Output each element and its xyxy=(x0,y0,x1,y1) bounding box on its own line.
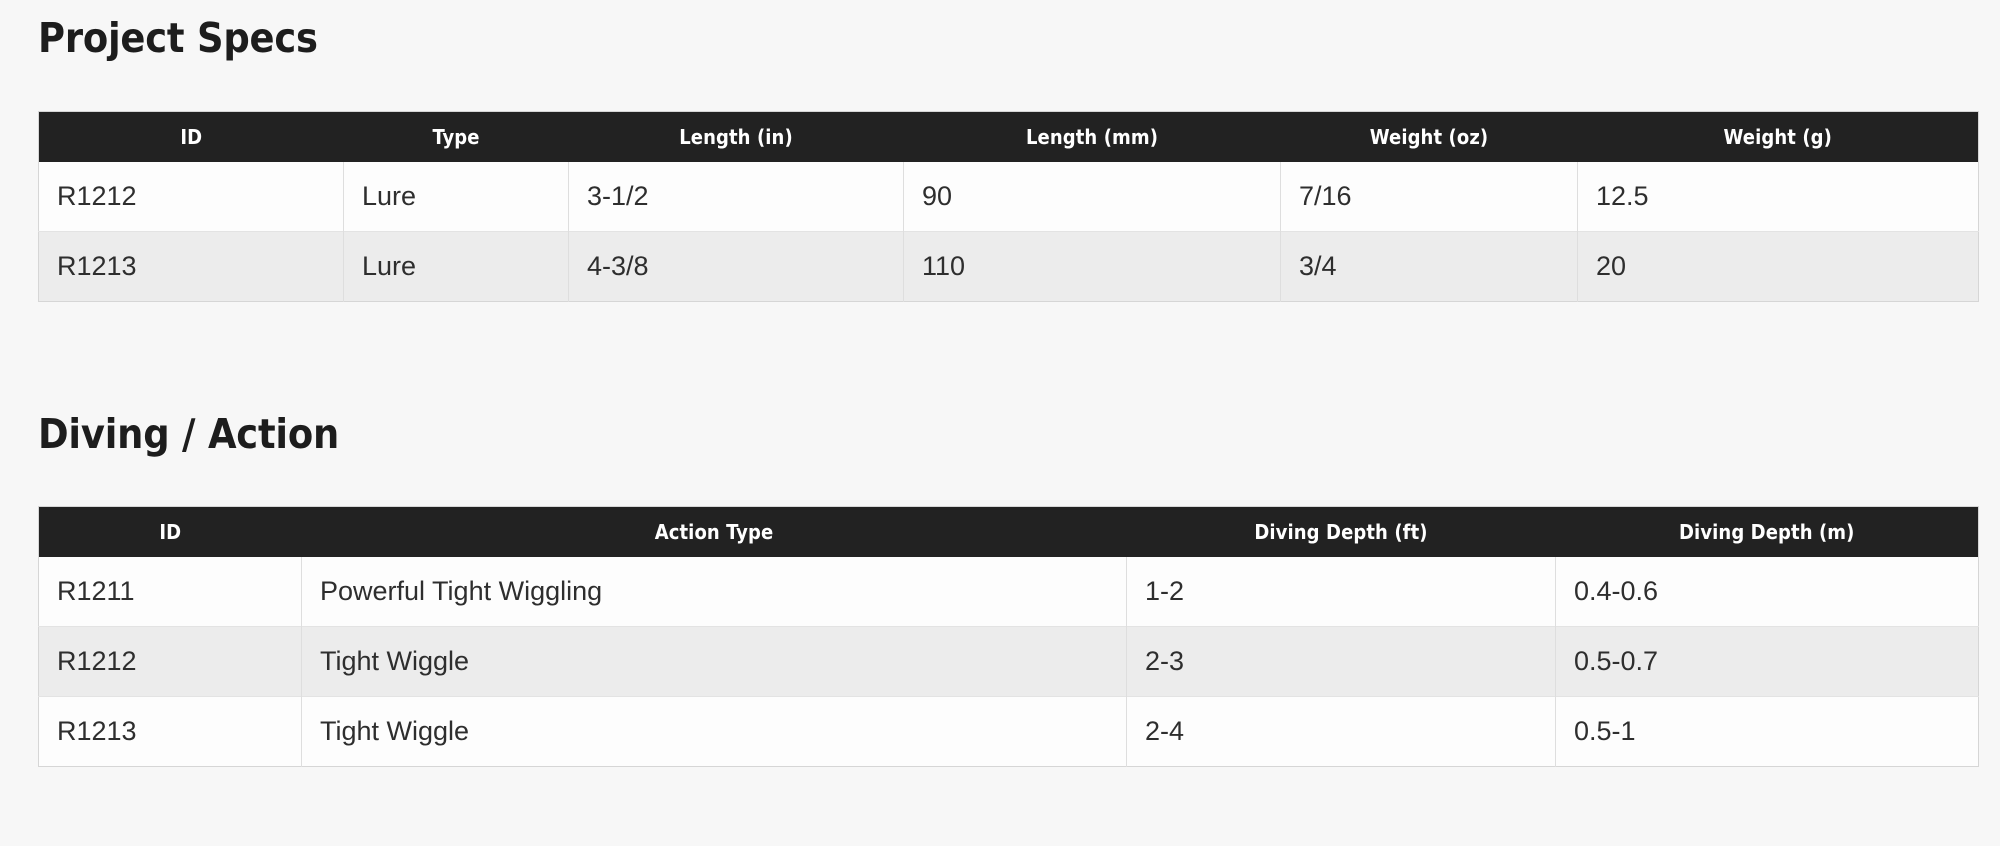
table-row: R1213 Lure 4-3/8 110 3/4 20 xyxy=(38,231,1979,302)
cell-depth-m: 0.5-1 xyxy=(1555,696,1979,767)
cell-depth-ft: 1-2 xyxy=(1126,557,1556,627)
cell-id: R1213 xyxy=(38,696,302,767)
table-row: R1212 Lure 3-1/2 90 7/16 12.5 xyxy=(38,162,1979,232)
table-body: R1212 Lure 3-1/2 90 7/16 12.5 R1213 Lure… xyxy=(38,162,1979,302)
table-header: ID Type Length (in) Length (mm) Weight (… xyxy=(38,111,1979,162)
table-row: R1211 Powerful Tight Wiggling 1-2 0.4-0.… xyxy=(38,557,1979,627)
diving-action-table: ID Action Type Diving Depth (ft) Diving … xyxy=(38,506,1979,767)
table-row: R1212 Tight Wiggle 2-3 0.5-0.7 xyxy=(38,626,1979,697)
cell-length-mm: 110 xyxy=(903,231,1281,302)
cell-id: R1211 xyxy=(38,557,302,627)
table-header-row: ID Type Length (in) Length (mm) Weight (… xyxy=(38,111,1979,162)
cell-action-type: Powerful Tight Wiggling xyxy=(301,557,1127,627)
cell-length-mm: 90 xyxy=(903,162,1281,232)
cell-id: R1212 xyxy=(38,626,302,697)
cell-weight-oz: 7/16 xyxy=(1280,162,1578,232)
project-specs-table: ID Type Length (in) Length (mm) Weight (… xyxy=(38,111,1979,302)
cell-type: Lure xyxy=(343,162,569,232)
cell-depth-m: 0.5-0.7 xyxy=(1555,626,1979,697)
cell-depth-ft: 2-3 xyxy=(1126,626,1556,697)
cell-id: R1213 xyxy=(38,231,344,302)
cell-length-in: 3-1/2 xyxy=(568,162,904,232)
cell-action-type: Tight Wiggle xyxy=(301,626,1127,697)
column-header-depth-ft[interactable]: Diving Depth (ft) xyxy=(1126,506,1556,557)
cell-length-in: 4-3/8 xyxy=(568,231,904,302)
cell-id: R1212 xyxy=(38,162,344,232)
cell-weight-g: 12.5 xyxy=(1577,162,1979,232)
cell-action-type: Tight Wiggle xyxy=(301,696,1127,767)
cell-depth-m: 0.4-0.6 xyxy=(1555,557,1979,627)
cell-depth-ft: 2-4 xyxy=(1126,696,1556,767)
page-title: Project Specs xyxy=(38,14,318,62)
table-row: R1213 Tight Wiggle 2-4 0.5-1 xyxy=(38,696,1979,767)
column-header-id[interactable]: ID xyxy=(38,506,302,557)
column-header-length-in[interactable]: Length (in) xyxy=(568,111,904,162)
table-header: ID Action Type Diving Depth (ft) Diving … xyxy=(38,506,1979,557)
cell-type: Lure xyxy=(343,231,569,302)
column-header-depth-m[interactable]: Diving Depth (m) xyxy=(1555,506,1979,557)
section-title-diving-action: Diving / Action xyxy=(38,410,340,458)
table-body: R1211 Powerful Tight Wiggling 1-2 0.4-0.… xyxy=(38,557,1979,767)
column-header-type[interactable]: Type xyxy=(343,111,569,162)
column-header-weight-oz[interactable]: Weight (oz) xyxy=(1280,111,1578,162)
table-header-row: ID Action Type Diving Depth (ft) Diving … xyxy=(38,506,1979,557)
cell-weight-g: 20 xyxy=(1577,231,1979,302)
column-header-weight-g[interactable]: Weight (g) xyxy=(1577,111,1979,162)
column-header-action-type[interactable]: Action Type xyxy=(301,506,1127,557)
column-header-length-mm[interactable]: Length (mm) xyxy=(903,111,1281,162)
cell-weight-oz: 3/4 xyxy=(1280,231,1578,302)
column-header-id[interactable]: ID xyxy=(38,111,344,162)
